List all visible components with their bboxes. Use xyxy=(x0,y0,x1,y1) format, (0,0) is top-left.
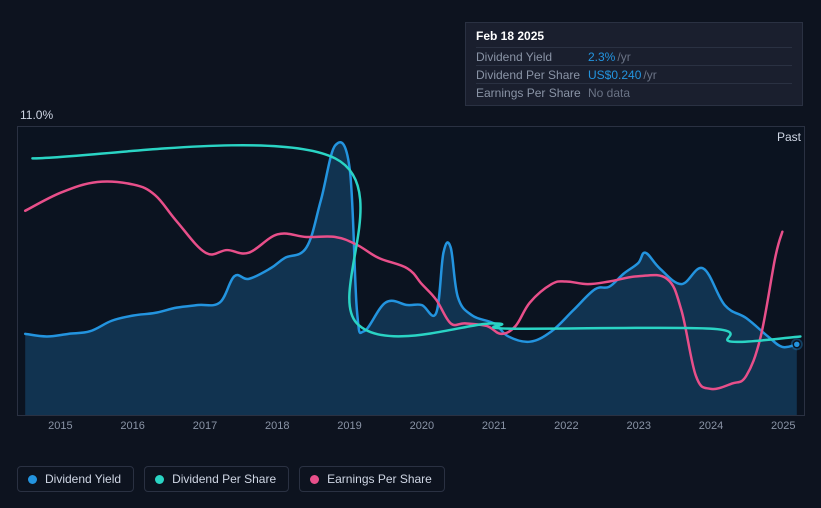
x-tick-label: 2023 xyxy=(626,420,650,432)
x-tick-label: 2021 xyxy=(482,420,506,432)
chart-area: 11.0% 0% Past 20152016201720182019202020… xyxy=(0,108,821,463)
x-axis: 2015 2016 2017 2018 2019 2020 2021 2022 2023 2024… xyxy=(17,420,805,440)
y-axis-max-label: 11.0% xyxy=(20,108,53,122)
x-tick-label: 2020 xyxy=(410,420,434,432)
legend-dot-icon xyxy=(28,475,37,484)
x-tick-label: 2015 xyxy=(48,420,72,432)
legend-label: Dividend Per Share xyxy=(172,472,276,486)
legend-dividend-per-share[interactable]: Dividend Per Share xyxy=(144,466,289,492)
legend-label: Earnings Per Share xyxy=(327,472,432,486)
tooltip-date: Feb 18 2025 xyxy=(476,29,792,43)
tooltip-row: Dividend Per Share US$0.240 /yr xyxy=(476,65,792,83)
tooltip-label: Earnings Per Share xyxy=(476,86,588,100)
x-tick-label: 2018 xyxy=(265,420,289,432)
x-tick-label: 2024 xyxy=(699,420,723,432)
chart-svg xyxy=(18,127,804,415)
x-tick-label: 2022 xyxy=(554,420,578,432)
legend-dot-icon xyxy=(310,475,319,484)
tooltip-value: No data xyxy=(588,86,630,100)
legend-dot-icon xyxy=(155,475,164,484)
legend-dividend-yield[interactable]: Dividend Yield xyxy=(17,466,134,492)
chart-plot[interactable] xyxy=(17,126,805,416)
tooltip-value: 2.3% xyxy=(588,50,615,64)
chart-tooltip: Feb 18 2025 Dividend Yield 2.3% /yr Divi… xyxy=(465,22,803,106)
x-tick-label: 2016 xyxy=(120,420,144,432)
x-tick-label: 2019 xyxy=(337,420,361,432)
tooltip-suffix: /yr xyxy=(617,50,630,64)
tooltip-label: Dividend Yield xyxy=(476,50,588,64)
legend-label: Dividend Yield xyxy=(45,472,121,486)
tooltip-value: US$0.240 xyxy=(588,68,641,82)
tooltip-suffix: /yr xyxy=(643,68,656,82)
past-label: Past xyxy=(777,130,801,144)
x-tick-label: 2025 xyxy=(771,420,795,432)
tooltip-row: Earnings Per Share No data xyxy=(476,83,792,101)
x-tick-label: 2017 xyxy=(193,420,217,432)
tooltip-label: Dividend Per Share xyxy=(476,68,588,82)
tooltip-row: Dividend Yield 2.3% /yr xyxy=(476,47,792,65)
legend-earnings-per-share[interactable]: Earnings Per Share xyxy=(299,466,445,492)
chart-legend: Dividend Yield Dividend Per Share Earnin… xyxy=(17,466,445,492)
